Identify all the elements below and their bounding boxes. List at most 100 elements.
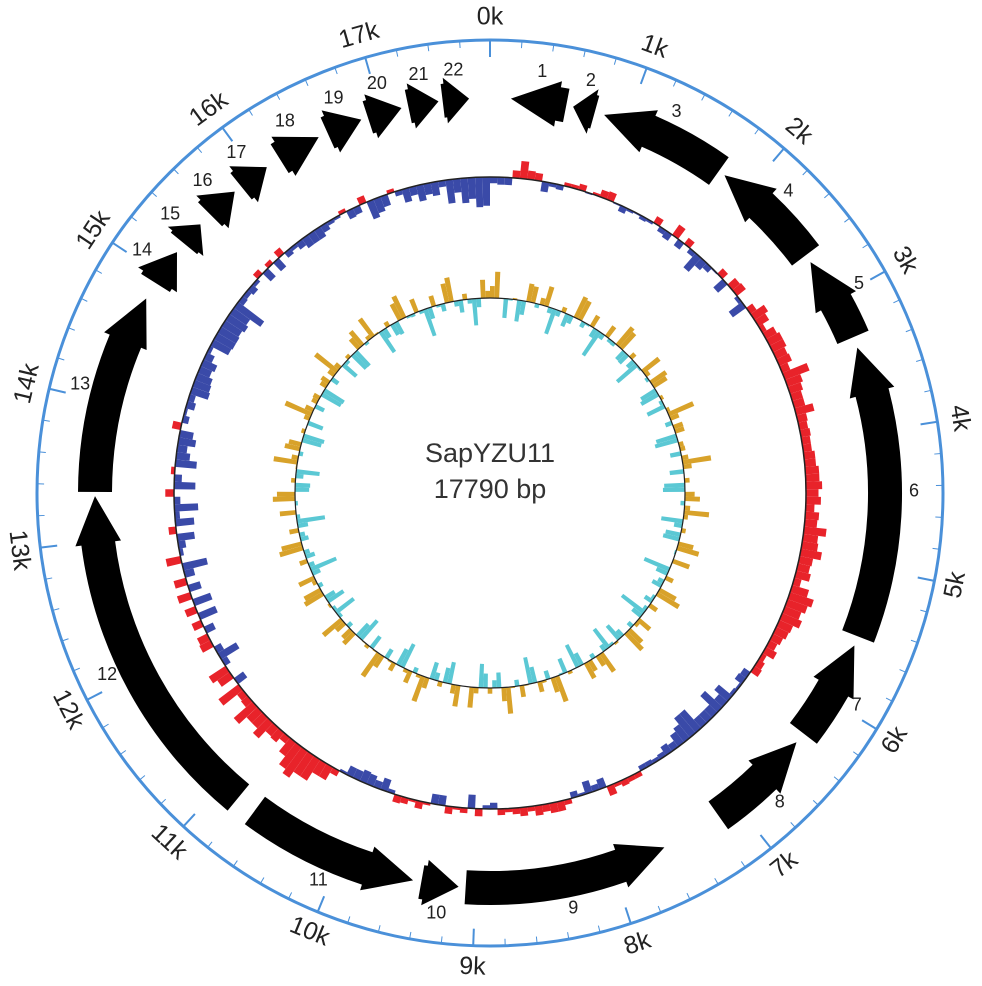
tick-mark bbox=[686, 892, 691, 900]
gc-skew-bar bbox=[645, 218, 654, 225]
gc-skew-bar bbox=[686, 248, 696, 257]
gc-content-bar bbox=[473, 687, 479, 694]
gc-content-bar bbox=[662, 533, 680, 542]
gc-content-bar bbox=[341, 628, 353, 640]
gene-arrow-8 bbox=[708, 742, 797, 830]
gc-content-bar bbox=[476, 298, 482, 308]
tick-mark bbox=[920, 609, 928, 613]
gc-content-bar bbox=[631, 607, 643, 618]
gc-skew-bar bbox=[592, 191, 601, 197]
gc-content-bar bbox=[641, 356, 661, 374]
gc-content-bar bbox=[384, 648, 394, 660]
gc-skew-bar bbox=[290, 243, 299, 252]
gc-content-bar bbox=[681, 454, 689, 461]
gc-skew-bar bbox=[387, 788, 396, 795]
tick-mark bbox=[207, 841, 213, 848]
gc-content-bar bbox=[391, 295, 407, 319]
gc-skew-bar bbox=[194, 372, 213, 386]
tick-mark bbox=[905, 328, 913, 333]
gc-skew-bar bbox=[174, 481, 196, 490]
gc-content-bar bbox=[640, 388, 657, 402]
tick-mark bbox=[824, 192, 830, 199]
gc-content-bar bbox=[644, 377, 650, 383]
gc-skew-bar bbox=[758, 323, 767, 333]
gc-content-bar bbox=[442, 667, 451, 684]
gene-label-14: 14 bbox=[132, 239, 152, 259]
gc-skew-bar bbox=[714, 684, 733, 702]
gene-label-4: 4 bbox=[783, 180, 793, 200]
gc-skew-bar bbox=[785, 374, 803, 387]
gc-content-bar bbox=[682, 455, 712, 465]
tick-mark bbox=[395, 49, 399, 57]
gc-skew-bar bbox=[200, 359, 218, 373]
gc-skew-bar bbox=[606, 191, 617, 203]
gc-content-bar bbox=[605, 325, 617, 339]
gc-skew-bar bbox=[769, 338, 787, 353]
gc-content-bar bbox=[485, 290, 490, 299]
gc-content-bar bbox=[672, 558, 691, 570]
gc-skew-bar bbox=[804, 458, 817, 467]
gc-content-bar bbox=[272, 496, 296, 502]
gc-skew-bar bbox=[534, 172, 544, 182]
gc-content-bar bbox=[373, 654, 385, 669]
gc-skew-bar bbox=[279, 737, 296, 757]
gc-skew-bar bbox=[199, 640, 214, 653]
gc-skew-bar bbox=[444, 805, 453, 815]
gc-content-bar bbox=[428, 295, 437, 307]
tick-mark bbox=[409, 931, 412, 939]
gc-skew-bar bbox=[185, 401, 196, 411]
gene-arrow-3 bbox=[604, 110, 729, 185]
gc-content-bar bbox=[344, 359, 351, 366]
gc-skew-bar bbox=[762, 646, 777, 660]
gc-skew-bar bbox=[206, 345, 214, 355]
gc-content-bar bbox=[673, 522, 683, 529]
gc-skew-bar bbox=[221, 320, 243, 337]
tick-mark bbox=[754, 128, 760, 135]
gc-content-bar bbox=[276, 491, 295, 497]
gene-arrow-7 bbox=[789, 645, 855, 744]
gc-content-bar bbox=[543, 670, 551, 680]
gc-skew-bar bbox=[787, 592, 814, 608]
scale-label: 13k bbox=[4, 528, 37, 572]
tick-mark bbox=[275, 93, 281, 100]
gc-skew-bar bbox=[638, 215, 647, 222]
gc-skew-bar bbox=[798, 420, 809, 430]
gc-content-bar bbox=[447, 661, 456, 685]
gc-content-bar bbox=[406, 315, 412, 319]
tick-mark bbox=[812, 799, 819, 806]
gc-skew-bar bbox=[762, 326, 777, 340]
scale-label: 0k bbox=[477, 3, 504, 31]
gc-skew-bar bbox=[490, 802, 498, 809]
tick-mark bbox=[934, 452, 942, 455]
gc-content-bar bbox=[583, 661, 597, 680]
gene-arrow-13 bbox=[78, 298, 147, 492]
gc-skew-bar bbox=[673, 724, 690, 743]
gc-content-bar bbox=[543, 286, 555, 307]
gc-skew-bar bbox=[779, 362, 791, 373]
gc-content-bar bbox=[608, 641, 614, 647]
gc-skew-bar bbox=[314, 226, 327, 240]
gc-content-bar bbox=[403, 670, 413, 684]
tick-mark bbox=[583, 50, 586, 58]
gene-label-20: 20 bbox=[367, 73, 387, 93]
gc-content-bar bbox=[664, 420, 673, 428]
gc-skew-bar bbox=[284, 248, 294, 258]
tick-mark bbox=[334, 67, 338, 75]
tick-mark bbox=[844, 217, 851, 223]
gc-content-bar bbox=[654, 438, 679, 449]
tick-mark bbox=[160, 798, 167, 805]
gc-content-bar bbox=[427, 306, 436, 320]
gc-skew-bar bbox=[386, 188, 395, 195]
gc-skew-bar bbox=[796, 563, 811, 574]
gene-arrow-16 bbox=[196, 191, 235, 229]
gc-skew-bar bbox=[312, 759, 327, 777]
gc-content-bar bbox=[605, 624, 621, 641]
gc-content-bar bbox=[273, 456, 298, 465]
gc-skew-bar bbox=[174, 503, 199, 512]
gc-content-bar bbox=[643, 594, 654, 604]
gc-content-bar bbox=[617, 353, 630, 365]
gc-skew-bar bbox=[512, 170, 521, 179]
gc-skew-bar bbox=[776, 353, 792, 367]
gc-skew-bar bbox=[766, 332, 783, 346]
tick-mark bbox=[86, 691, 103, 701]
